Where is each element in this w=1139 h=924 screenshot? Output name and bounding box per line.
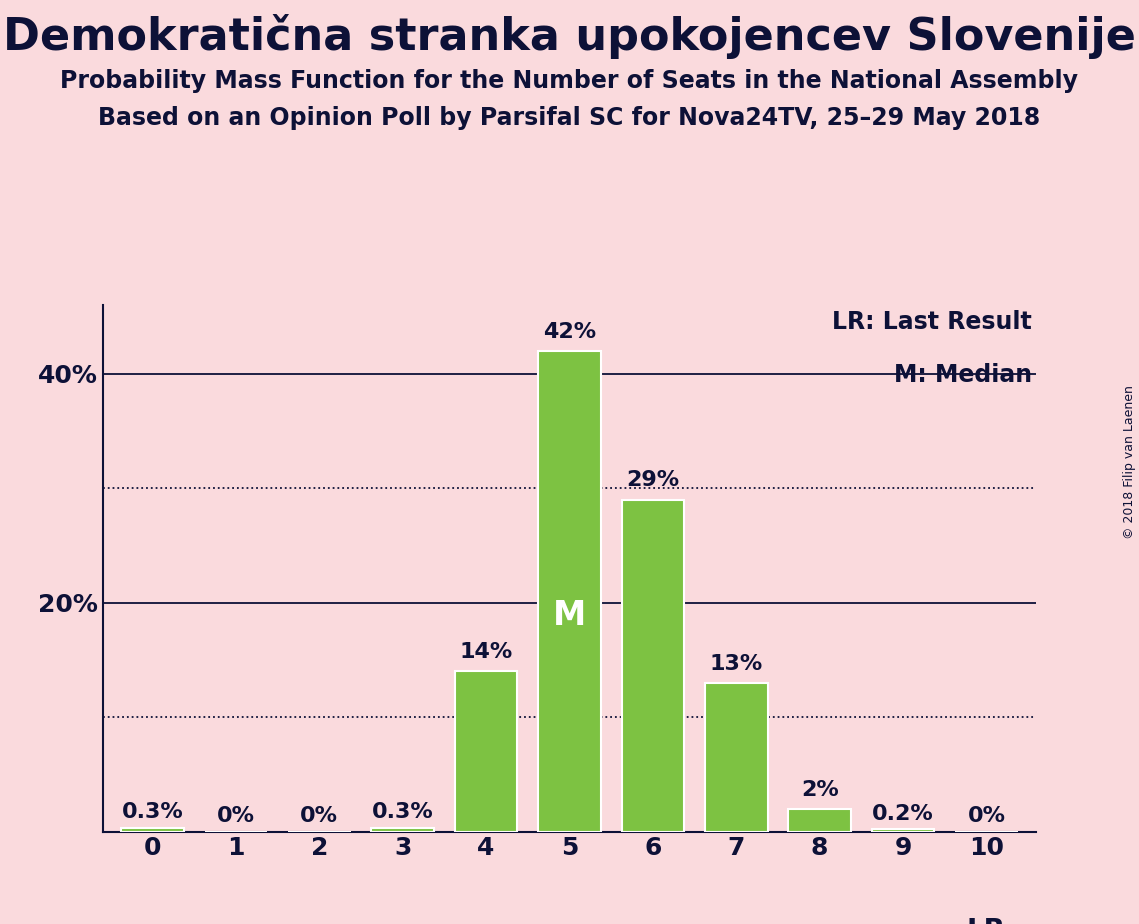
- Bar: [454, 672, 517, 832]
- Text: 14%: 14%: [459, 642, 513, 663]
- Bar: [539, 351, 600, 832]
- Text: LR: Last Result: LR: Last Result: [833, 310, 1032, 334]
- Text: 0%: 0%: [967, 806, 1006, 826]
- Text: LR: LR: [967, 918, 1006, 924]
- Text: © 2018 Filip van Laenen: © 2018 Filip van Laenen: [1123, 385, 1137, 539]
- Text: 0%: 0%: [216, 806, 255, 826]
- Bar: [622, 500, 685, 832]
- Text: 42%: 42%: [543, 322, 596, 342]
- Text: 0.3%: 0.3%: [371, 802, 434, 822]
- Text: Based on an Opinion Poll by Parsifal SC for Nova24TV, 25–29 May 2018: Based on an Opinion Poll by Parsifal SC …: [98, 106, 1041, 130]
- Text: 2%: 2%: [801, 780, 838, 799]
- Text: Demokratična stranka upokojencev Slovenije: Demokratična stranka upokojencev Sloveni…: [3, 14, 1136, 59]
- Text: M: M: [552, 599, 587, 632]
- Text: 13%: 13%: [710, 653, 763, 674]
- Bar: [871, 830, 934, 832]
- Text: 0.2%: 0.2%: [872, 804, 934, 823]
- Text: Probability Mass Function for the Number of Seats in the National Assembly: Probability Mass Function for the Number…: [60, 69, 1079, 93]
- Text: 0%: 0%: [301, 806, 338, 826]
- Text: 0.3%: 0.3%: [122, 802, 183, 822]
- Text: 29%: 29%: [626, 470, 680, 491]
- Bar: [788, 808, 851, 832]
- Bar: [705, 683, 768, 832]
- Text: M: Median: M: Median: [894, 363, 1032, 387]
- Bar: [371, 828, 434, 832]
- Bar: [121, 828, 183, 832]
